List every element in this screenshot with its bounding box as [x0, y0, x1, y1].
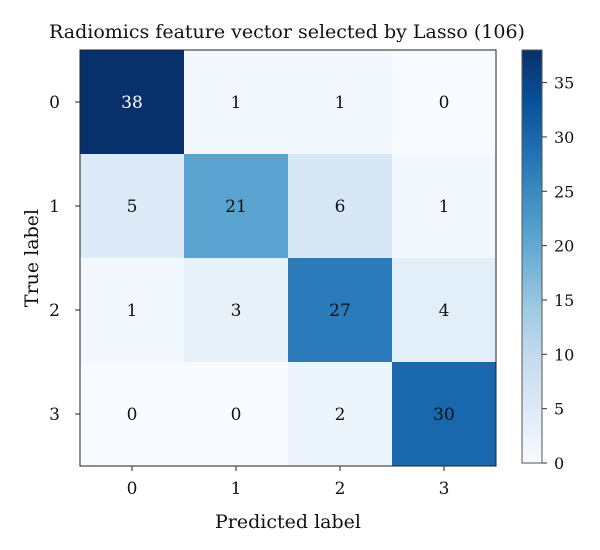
heatmap-cell-r2-c0 — [80, 258, 185, 363]
heatmap-cell-r3-c3 — [392, 362, 497, 467]
heatmap-cell-r2-c3 — [392, 258, 497, 363]
x-tick-label-0: 0 — [127, 479, 138, 499]
cell-value-label-r1-c3: 1 — [439, 197, 450, 217]
heatmap-cell-r3-c0 — [80, 362, 185, 467]
cell-value-label-r3-c0: 0 — [127, 405, 138, 425]
colorbar-tick-label-7: 35 — [554, 74, 574, 93]
x-axis-ticks: 0 1 2 3 — [127, 466, 450, 499]
heatmap-cell-r1-c0 — [80, 154, 185, 259]
y-axis-ticks: 0 1 2 3 — [49, 93, 80, 425]
colorbar-tick-label-4: 20 — [554, 237, 574, 256]
colorbar-tick-label-3: 15 — [554, 291, 574, 310]
y-tick-label-3: 3 — [49, 405, 60, 425]
heatmap-cell-r1-c3 — [392, 154, 497, 259]
x-tick-label-2: 2 — [335, 479, 346, 499]
cell-value-label-r2-c2: 27 — [329, 301, 351, 321]
cell-value-label-r0-c1: 1 — [231, 93, 242, 113]
y-tick-label-0: 0 — [49, 93, 60, 113]
cell-value-label-r0-c3: 0 — [439, 93, 450, 113]
y-tick-label-2: 2 — [49, 301, 60, 321]
heatmap-cell-r1-c1 — [184, 154, 289, 259]
x-tick-label-1: 1 — [231, 479, 242, 499]
heatmap-cell-r2-c2 — [288, 258, 393, 363]
heatmap-cell-r3-c2 — [288, 362, 393, 467]
cell-value-label-r2-c1: 3 — [231, 301, 242, 321]
heatmap-cell-r1-c2 — [288, 154, 393, 259]
colorbar-ticks: 0 5 10 15 20 25 30 35 — [542, 74, 574, 473]
y-axis-label: True label — [21, 209, 43, 307]
x-axis-label: Predicted label — [215, 511, 361, 533]
cell-value-label-r3-c2: 2 — [335, 405, 346, 425]
cell-value-label-r1-c0: 5 — [127, 197, 138, 217]
heatmap-cell-r2-c1 — [184, 258, 289, 363]
heatmap-cell-r3-c1 — [184, 362, 289, 467]
colorbar-tick-label-6: 30 — [554, 128, 574, 147]
colorbar-tick-label-5: 25 — [554, 182, 574, 201]
colorbar-tick-label-2: 10 — [554, 345, 574, 364]
cell-value-label-r3-c1: 0 — [231, 405, 242, 425]
cell-value-label-r3-c3: 30 — [433, 405, 455, 425]
colorbar-tick-label-0: 0 — [554, 454, 564, 473]
heatmap-cell-labels: 38 1 1 0 5 21 6 1 1 3 27 4 0 0 2 30 — [121, 93, 455, 425]
heatmap-frame — [79, 49, 497, 467]
heatmap-cell-r0-c3 — [392, 50, 497, 155]
heatmap-cell-r0-c1 — [184, 50, 289, 155]
x-tick-label-3: 3 — [439, 479, 450, 499]
heatmap-cell-r0-c2 — [288, 50, 393, 155]
cell-value-label-r0-c2: 1 — [335, 93, 346, 113]
heatmap-cell-r0-c0 — [80, 50, 185, 155]
cell-value-label-r1-c2: 6 — [335, 197, 346, 217]
chart-title: Radiomics feature vector selected by Las… — [49, 21, 525, 43]
cell-value-label-r2-c0: 1 — [127, 301, 138, 321]
colorbar — [521, 49, 543, 464]
cell-value-label-r2-c3: 4 — [439, 301, 450, 321]
cell-value-label-r1-c1: 21 — [225, 197, 247, 217]
cell-value-label-r0-c0: 38 — [121, 93, 143, 113]
heatmap-cells — [80, 50, 497, 467]
y-tick-label-1: 1 — [49, 197, 60, 217]
colorbar-tick-label-1: 5 — [554, 400, 564, 419]
